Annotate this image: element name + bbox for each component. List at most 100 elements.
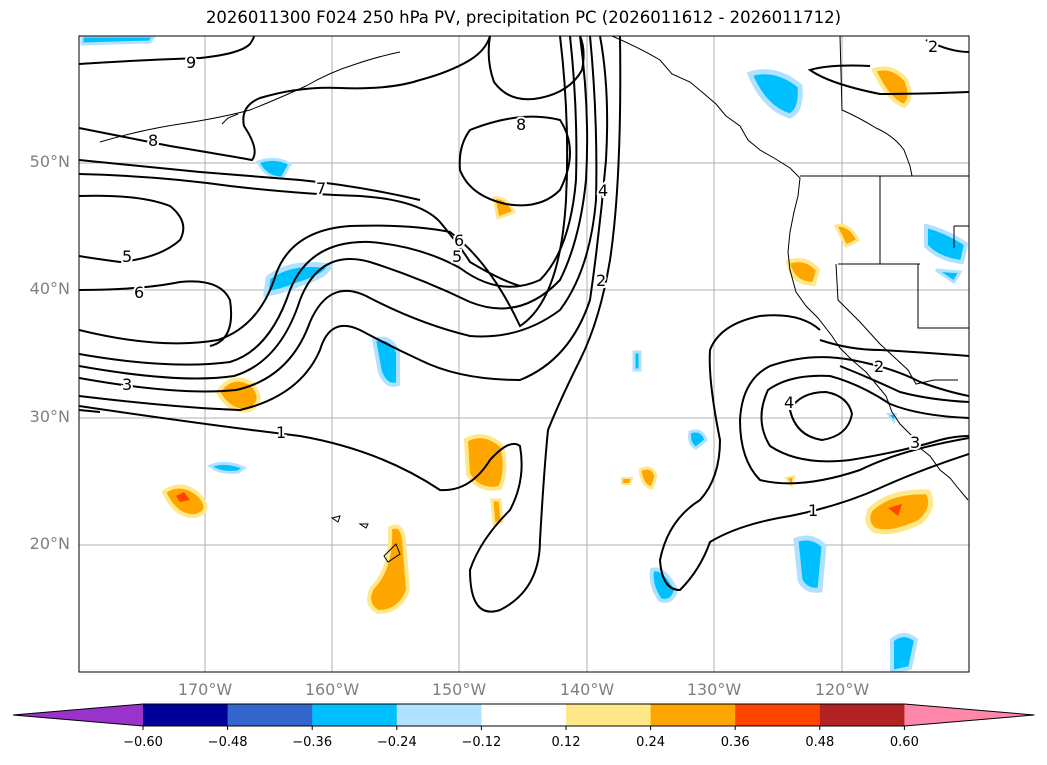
pv-contour-e1b <box>658 314 969 592</box>
lon-label: 170°W <box>177 680 233 699</box>
contour-label: 9 <box>186 53 196 72</box>
precip-blob <box>206 461 248 474</box>
precip-blob <box>638 466 658 490</box>
contour-label: 1 <box>808 501 818 520</box>
lat-label: 20°N <box>29 534 70 553</box>
contour-label: 6 <box>134 283 144 302</box>
contour-label: 2 <box>874 357 884 376</box>
pv-contour-e2 <box>760 374 969 463</box>
precip-blob <box>161 484 208 519</box>
precip-blob <box>263 262 334 297</box>
colorbar-segment <box>227 704 313 726</box>
precip-blob <box>886 413 898 425</box>
colorbar-tick-label: −0.36 <box>292 735 333 750</box>
precip-blob <box>632 350 642 372</box>
lat-label: 30°N <box>29 407 70 426</box>
precip-blob <box>649 567 679 603</box>
colorbar-extend-max <box>904 704 1035 726</box>
contour-label: 2 <box>928 37 938 56</box>
precip-blob <box>785 258 821 287</box>
precip-blob <box>255 157 293 180</box>
lon-label: 160°W <box>304 680 360 699</box>
precip-blob <box>463 434 507 491</box>
precip-blob <box>746 69 803 119</box>
contour-label: 8 <box>148 131 158 150</box>
precip-blob <box>367 524 411 615</box>
colorbar-segment <box>143 704 229 726</box>
lon-label: 120°W <box>814 680 870 699</box>
pv-contour-e2b <box>819 339 969 357</box>
precip-blob <box>490 498 504 526</box>
pv-contour-5 <box>79 36 578 366</box>
contour-label: 5 <box>452 247 462 266</box>
map-title: 2026011300 F024 250 hPa PV, precipitatio… <box>205 8 842 27</box>
pv-contour-6 <box>79 36 569 345</box>
pv-contour-9b <box>487 36 585 101</box>
pv-contour-7b <box>79 159 421 201</box>
lon-label: 150°W <box>431 680 487 699</box>
pv-contour-e3 <box>839 365 969 403</box>
pv-contour-9 <box>79 36 255 65</box>
pv-contour-ne <box>807 64 969 96</box>
colorbar-tick-label: −0.24 <box>376 735 417 750</box>
colorbar-tick-label: 0.48 <box>805 735 835 750</box>
precip-positive <box>161 66 934 615</box>
precip-blob <box>621 477 634 485</box>
colorbar-segment <box>566 704 652 726</box>
precip-negative <box>80 36 969 672</box>
colorbar-segment <box>481 704 567 726</box>
contour-label: 4 <box>598 181 608 200</box>
colorbar-tick-label: 0.60 <box>889 735 919 750</box>
precip-blob <box>793 535 827 593</box>
contour-labels: 9 8 8 7 6 5 5 6 4 2 3 1 2 4 3 1 2 <box>120 35 940 522</box>
colorbar-tick-label: 0.12 <box>551 735 581 750</box>
map-border <box>78 35 970 673</box>
colorbar-extend-min <box>13 704 143 726</box>
colorbar-tick-label: −0.12 <box>461 735 502 750</box>
precip-blob <box>80 36 156 46</box>
pv-contours <box>79 36 969 613</box>
precip-blob <box>833 223 861 249</box>
precip-blob <box>935 268 963 285</box>
colorbar-segment <box>819 704 905 726</box>
colorbar-tick-label: −0.48 <box>207 735 248 750</box>
pv-contour-2 <box>79 36 609 412</box>
contour-label: 3 <box>910 433 920 452</box>
pv-contour-e4 <box>788 390 854 442</box>
pv-contour-sw <box>79 409 101 413</box>
pv-contour-8 <box>458 115 571 207</box>
lon-label: 140°W <box>559 680 615 699</box>
pv-contour-ne2 <box>925 39 969 53</box>
colorbar-tick-label: −0.60 <box>123 735 163 750</box>
contour-label: 7 <box>316 179 326 198</box>
contour-label: 6 <box>454 231 464 250</box>
precip-blob <box>176 492 190 502</box>
precip-blob <box>890 633 919 672</box>
pv-contour-5b <box>79 194 185 264</box>
lat-label: 50°N <box>29 152 70 171</box>
pv-contour-3 <box>79 36 598 393</box>
pv-contour-4 <box>79 36 589 380</box>
colorbar-segment <box>312 704 398 726</box>
colorbar-segment <box>650 704 736 726</box>
precip-blob <box>888 504 902 516</box>
lon-label: 130°W <box>686 680 742 699</box>
pv-contour-7 <box>79 173 521 287</box>
contour-label: 4 <box>784 393 794 412</box>
pv-contour-8b <box>79 36 491 162</box>
pv-contour-6b <box>79 280 232 347</box>
contour-label: 1 <box>276 423 286 442</box>
coastlines <box>99 36 969 563</box>
colorbar-tick-label: 0.24 <box>636 735 666 750</box>
precip-blob <box>688 429 708 450</box>
contour-label: 3 <box>122 375 132 394</box>
colorbar-tick-label: 0.36 <box>720 735 750 750</box>
contour-label: 2 <box>596 271 606 290</box>
contour-label: 5 <box>122 247 132 266</box>
colorbar <box>12 703 1035 730</box>
lat-label: 40°N <box>29 279 70 298</box>
pv-contour-e1 <box>738 356 969 485</box>
precip-blob <box>371 336 400 387</box>
precip-blob <box>924 223 969 265</box>
